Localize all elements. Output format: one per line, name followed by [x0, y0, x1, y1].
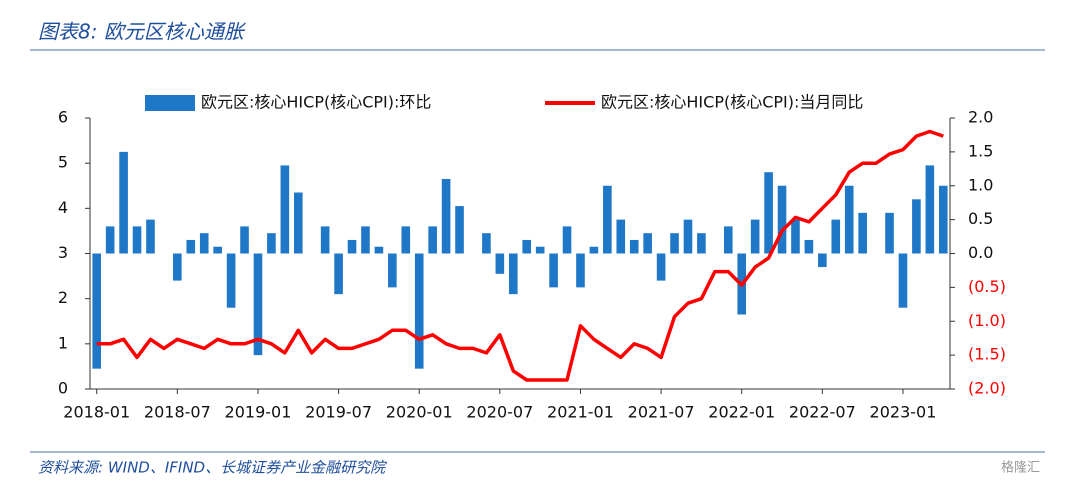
- bar: [912, 199, 921, 254]
- bar: [549, 253, 558, 288]
- bar: [750, 219, 760, 254]
- bar: [589, 246, 599, 254]
- chart-title: 图表8: 欧元区核心通胀: [38, 20, 247, 44]
- bar: [791, 219, 800, 254]
- bar: [388, 253, 397, 288]
- bar: [643, 233, 652, 254]
- bar: [616, 219, 626, 254]
- bar: [414, 253, 424, 369]
- x-tick-label: 2020-01: [386, 403, 453, 422]
- legend-label: 欧元区:核心HICP(核心CPI):环比: [201, 93, 431, 112]
- y-tick-label: 6: [58, 108, 68, 127]
- bar: [173, 253, 182, 281]
- y2-tick-label: (1.5): [968, 345, 1006, 364]
- source-note: 资料来源: WIND、IFIND、长城证券产业金融研究院: [38, 459, 387, 477]
- y-tick-label: 5: [58, 153, 68, 172]
- legend-swatch: [145, 95, 195, 111]
- bar: [226, 253, 236, 308]
- bar: [455, 206, 464, 254]
- bar: [199, 233, 209, 254]
- bar: [213, 246, 222, 254]
- y-tick-label: 0: [58, 379, 68, 398]
- bar: [361, 226, 370, 254]
- bar: [603, 185, 612, 254]
- x-tick-label: 2021-01: [547, 403, 614, 422]
- bar: [92, 253, 102, 369]
- bar: [885, 212, 894, 254]
- bar: [898, 253, 908, 308]
- x-tick-label: 2022-07: [789, 403, 856, 422]
- bar: [119, 151, 128, 254]
- line: [96, 129, 944, 382]
- bar: [670, 233, 679, 254]
- bar: [844, 185, 854, 254]
- x-tick-label: 2021-07: [628, 403, 695, 422]
- bar: [831, 219, 841, 254]
- bar: [858, 212, 867, 254]
- bar: [764, 172, 773, 254]
- y2-tick-label: 0.5: [968, 209, 993, 228]
- bar: [683, 219, 693, 254]
- bar: [562, 226, 572, 254]
- y2-tick-label: (1.0): [968, 311, 1006, 330]
- bar: [522, 239, 532, 254]
- bar: [656, 253, 666, 281]
- bar: [320, 226, 330, 254]
- y-tick-label: 2: [58, 288, 68, 307]
- watermark: 格隆汇: [1001, 460, 1040, 476]
- bar: [132, 226, 142, 254]
- y-tick-label: 4: [58, 198, 68, 217]
- x-tick-label: 2020-07: [466, 403, 533, 422]
- bar: [495, 253, 505, 274]
- bar: [482, 233, 491, 254]
- bar: [818, 253, 827, 268]
- bar: [576, 253, 585, 288]
- bar: [240, 226, 249, 254]
- bar: [334, 253, 343, 295]
- bar: [186, 239, 196, 254]
- legend-label: 欧元区:核心HICP(核心CPI):当月同比: [601, 93, 863, 112]
- bar: [428, 226, 437, 254]
- x-tick-label: 2022-01: [708, 403, 775, 422]
- bar: [535, 246, 545, 254]
- bar: [401, 226, 411, 254]
- bar: [253, 253, 263, 356]
- bar: [347, 239, 357, 254]
- bar: [267, 233, 276, 254]
- y2-tick-label: (2.0): [968, 379, 1006, 398]
- bar: [629, 239, 639, 254]
- bar: [938, 185, 948, 254]
- y-tick-label: 3: [58, 243, 68, 262]
- y2-tick-label: 1.5: [968, 141, 993, 160]
- bar: [925, 165, 935, 254]
- bar: [508, 253, 518, 295]
- x-tick-label: 2019-07: [305, 403, 372, 422]
- bar: [374, 246, 384, 254]
- y2-tick-label: (0.5): [968, 277, 1006, 296]
- bar: [146, 219, 155, 254]
- bar: [105, 226, 115, 254]
- bar: [293, 192, 303, 254]
- x-tick-label: 2023-01: [870, 403, 937, 422]
- y2-tick-label: 1.0: [968, 175, 993, 194]
- x-tick-label: 2018-01: [63, 403, 130, 422]
- bar: [280, 165, 290, 254]
- bar: [723, 226, 733, 254]
- y-tick-label: 1: [58, 333, 68, 352]
- x-tick-label: 2018-07: [144, 403, 211, 422]
- bar: [697, 233, 706, 254]
- bar: [441, 178, 451, 254]
- bar: [777, 185, 787, 254]
- x-tick-label: 2019-01: [225, 403, 292, 422]
- y2-tick-label: 0.0: [968, 243, 993, 262]
- bar: [804, 239, 814, 254]
- y2-tick-label: 2.0: [968, 108, 993, 127]
